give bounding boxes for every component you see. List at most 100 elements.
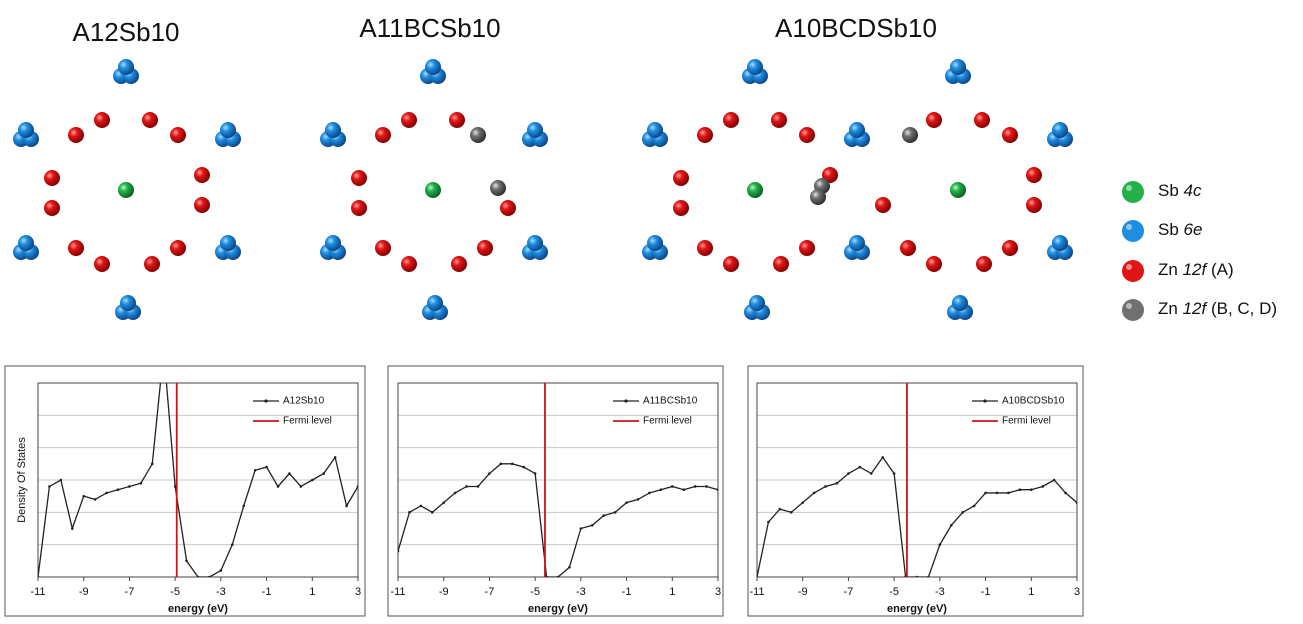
dos-point	[671, 485, 674, 488]
legend-element: Sb	[1158, 220, 1179, 239]
dos-point	[60, 479, 63, 482]
dos-point	[522, 466, 525, 469]
dos-point	[311, 479, 314, 482]
dos-point	[397, 550, 400, 553]
dos-point	[637, 498, 640, 501]
dos-point	[231, 543, 234, 546]
atom	[974, 112, 990, 128]
legend-marker	[983, 399, 986, 402]
x-tick-label: -1	[981, 586, 991, 598]
atom	[950, 59, 966, 75]
atom	[799, 127, 815, 143]
atom	[810, 189, 826, 205]
legend-swatch	[1122, 260, 1144, 282]
dos-point	[939, 543, 942, 546]
dos-point	[1064, 492, 1067, 495]
atom	[747, 59, 763, 75]
x-tick-label: -3	[935, 586, 945, 598]
atom	[68, 127, 84, 143]
dos-point	[1041, 485, 1044, 488]
x-tick-label: 1	[309, 586, 315, 598]
dos-point	[870, 472, 873, 475]
dos-point	[454, 492, 457, 495]
dos-point	[208, 576, 211, 579]
dos-point	[162, 349, 165, 352]
dos-point	[242, 505, 245, 508]
atom	[118, 59, 134, 75]
dos-point	[71, 527, 74, 530]
atom	[799, 240, 815, 256]
x-axis-label: energy (eV)	[528, 603, 588, 615]
atom	[490, 180, 506, 196]
atom	[94, 256, 110, 272]
legend-label: A10BCDSb10	[1002, 396, 1065, 407]
legend-swatch	[1122, 181, 1144, 203]
atom	[325, 122, 341, 138]
dos-point	[254, 469, 257, 472]
x-tick-label: -5	[889, 586, 899, 598]
dos-point	[602, 514, 605, 517]
legend-swatch-shine	[1126, 264, 1132, 270]
legend-element: Sb	[1158, 181, 1179, 200]
dos-point	[288, 472, 291, 475]
x-tick-label: -7	[485, 586, 495, 598]
atom	[401, 112, 417, 128]
dos-point	[277, 485, 280, 488]
legend-swatch	[1122, 299, 1144, 321]
x-tick-label: 1	[1028, 586, 1034, 598]
legend-label: A12Sb10	[283, 396, 325, 407]
x-tick-label: -3	[216, 586, 226, 598]
dos-point	[625, 501, 628, 504]
dos-point	[300, 485, 303, 488]
x-tick-label: -7	[125, 586, 135, 598]
legend-element: Zn	[1158, 260, 1178, 279]
legend-label: Sb 6e	[1158, 220, 1202, 239]
dos-point	[1076, 501, 1079, 504]
atom	[1026, 197, 1042, 213]
atom	[1052, 235, 1068, 251]
legend-suffix: (B, C, D)	[1211, 299, 1277, 318]
legend-swatch-shine	[1126, 185, 1132, 191]
atom	[1002, 240, 1018, 256]
dos-point	[334, 456, 337, 459]
atom	[747, 182, 763, 198]
atom	[194, 197, 210, 213]
atom	[425, 182, 441, 198]
atom	[351, 170, 367, 186]
legend-label: Fermi level	[643, 416, 692, 427]
dos-point	[140, 482, 143, 485]
dos-point	[534, 472, 537, 475]
x-tick-label: -5	[170, 586, 180, 598]
x-tick-label: -11	[30, 586, 45, 598]
dos-point	[357, 485, 360, 488]
x-tick-label: -1	[622, 586, 632, 598]
atom	[773, 256, 789, 272]
dos-line	[38, 351, 358, 577]
figure: A12Sb10 A11BCSb10 A10BCDSb10 Sb 4cSb 6eZ…	[0, 0, 1303, 624]
dos-point	[220, 569, 223, 572]
atom	[220, 122, 236, 138]
dos-point	[1030, 488, 1033, 491]
atom	[18, 122, 34, 138]
atom	[952, 295, 968, 311]
legend-label: Zn 12f (A)	[1158, 260, 1234, 279]
dos-point	[105, 492, 108, 495]
atom	[427, 295, 443, 311]
legend-label: Fermi level	[283, 416, 332, 427]
dos-point	[197, 576, 200, 579]
dos-point	[568, 566, 571, 569]
dos-point	[648, 492, 651, 495]
atom	[771, 112, 787, 128]
dos-point	[117, 488, 120, 491]
atom	[425, 59, 441, 75]
structure-title: A10BCDSb10	[775, 13, 937, 43]
atom	[375, 240, 391, 256]
atom	[401, 256, 417, 272]
atom	[500, 200, 516, 216]
y-axis-label: Density Of States	[16, 437, 28, 523]
dos-point	[660, 488, 663, 491]
atom	[449, 112, 465, 128]
legend-swatch-shine	[1126, 303, 1132, 309]
dos-point	[442, 501, 445, 504]
dos-point	[185, 560, 188, 563]
